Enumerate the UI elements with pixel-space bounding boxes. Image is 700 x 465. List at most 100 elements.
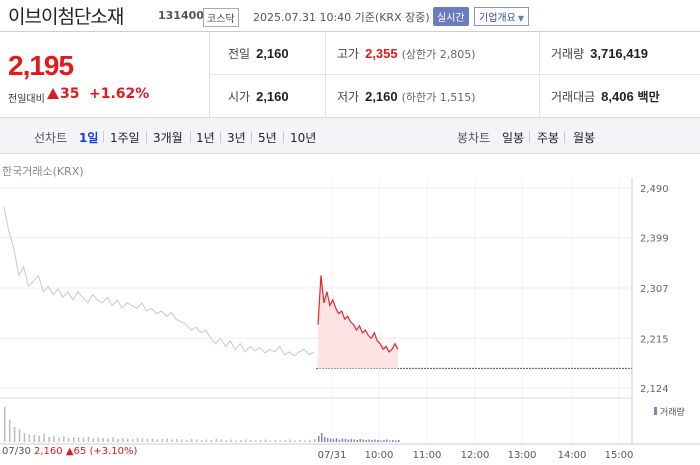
volume-bar [48,437,50,442]
volume-bar-today [365,440,367,442]
stock-header: 이브이첨단소재 131400 코스닥 2025.07.31 10:40 기준(K… [0,0,700,32]
stats-row: 시가 2,160 저가 2,160 (하한가 1,515) 거래대금 8,406 백만 [210,75,700,118]
trade-amount-label: 거래대금 [551,90,596,104]
volume-bar [171,439,173,442]
volume-bar [210,440,213,442]
trade-amount-unit: 백만 [637,90,660,104]
volume-bar [53,436,55,442]
volume-bar-today [371,440,373,442]
y-tick-label: 2,124 [640,384,669,395]
volume-bar [190,439,193,442]
tab-divider [564,131,565,143]
volume-bar-today [380,440,382,442]
tab-divider [220,131,221,143]
prev-close-label: 전일 [228,47,251,61]
tab-daily-candle[interactable]: 일봉 [502,131,525,145]
volume-bar [122,438,124,442]
volume-bar [176,439,178,442]
volume-bar-today [350,439,353,442]
footer-price: 2,160 [34,446,63,457]
footer-date: 07/30 [2,446,31,457]
volume-bar [107,438,109,442]
lower-limit: (하한가 1,515) [402,91,476,104]
price-chart[interactable]: 한국거래소(KRX) [0,154,700,465]
tab-1week[interactable]: 1주일 [110,131,140,145]
tab-divider [529,131,530,143]
volume-bar [112,437,114,442]
tab-weekly-candle[interactable]: 주봉 [537,131,560,145]
y-tick-label: 2,399 [640,234,669,245]
series-line-prev-day [3,207,315,357]
lower-limit-value: 1,515 [439,91,472,104]
volume-bar [63,436,65,442]
high-value: 2,355 [365,46,398,61]
volume-bar [23,433,26,442]
realtime-button[interactable]: 실시간 [433,7,469,26]
company-overview-label: 기업개요 [479,13,516,24]
volume-bar-today [356,440,359,442]
volume-bar-today [338,439,341,442]
low-value: 2,160 [365,89,398,104]
x-tick-label: 10:00 [365,450,394,461]
volume-bar [136,438,139,442]
price-chart-svg[interactable]: 2,490 2,399 2,307 2,215 2,124 07/31 10:00 11:00… [0,154,700,465]
volume-bar [161,439,163,442]
tab-divider [251,131,252,143]
volume-bar [13,427,16,442]
volume-bar-today [383,440,385,442]
volume-bar [151,438,154,442]
trade-amount-cell: 거래대금 8,406 백만 [551,75,660,118]
tab-1year[interactable]: 1년 [196,131,215,145]
change-percent: +1.62% [89,86,150,102]
volume-bar [8,419,11,442]
volume-legend-swatch [654,407,657,415]
volume-bar [186,440,188,442]
volume-bar [230,439,232,442]
divider [539,32,540,118]
trade-amount-value: 8,406 [601,89,634,104]
tab-1day[interactable]: 1일 [79,131,99,145]
x-tick-label: 12:00 [461,450,490,461]
open-cell: 시가 2,160 [228,75,289,118]
volume-bar [195,439,198,442]
change-amount: 35 [60,86,80,102]
volume-bar [264,439,267,442]
volume-bar [215,439,218,442]
tab-5year[interactable]: 5년 [258,131,277,145]
divider [325,32,326,118]
high-cell: 고가 2,355 (상한가 2,805) [337,32,476,75]
x-tick-label: 11:00 [413,450,442,461]
chart-source: 한국거래소(KRX) [2,165,84,178]
volume-bar-today [392,440,394,442]
volume-bar [38,436,40,442]
volume-bar-today [326,438,329,442]
volume-bar [92,438,95,442]
volume-bar [304,440,306,442]
volume-bar [28,434,31,442]
volume-bar-today [353,439,356,442]
tab-3month[interactable]: 3개월 [153,131,183,145]
volume-bar-today [368,439,370,442]
volume-bar-today [332,439,335,442]
volume-bar [58,437,60,442]
series-line-today [317,275,399,353]
volume-bar [205,439,208,442]
volume-bar [127,438,129,442]
high-label: 고가 [337,47,360,61]
volume-bar-today [395,440,397,442]
volume-bar [141,438,144,442]
tab-divider [283,131,284,143]
volume-bar-today [398,440,400,442]
volume-bar-today [320,433,323,442]
volume-bar [117,439,119,442]
volume-bar [259,440,262,442]
change-label: 전일대비 [8,94,45,105]
volume-bar [181,439,183,442]
tab-3year[interactable]: 3년 [227,131,246,145]
volume-bar-today [362,439,364,442]
company-overview-button[interactable]: 기업개요 ▼ [474,7,529,26]
volume-bar [146,439,149,442]
footer-percent: (+3.10%) [89,446,138,457]
tab-10year[interactable]: 10년 [290,131,317,145]
tab-monthly-candle[interactable]: 월봉 [573,131,596,145]
